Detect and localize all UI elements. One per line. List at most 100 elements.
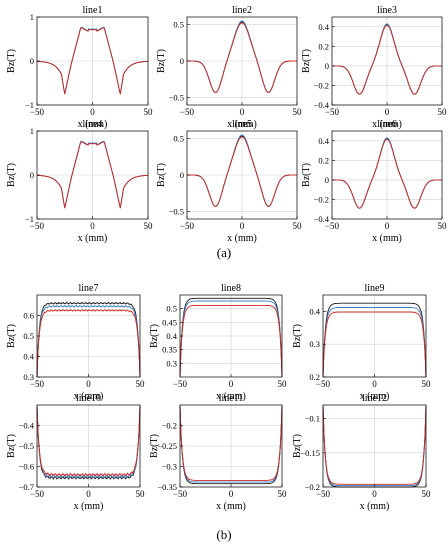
series-line-3 [179,304,283,378]
y-tick-label: −0.4 [19,421,35,431]
series-line-3 [36,404,141,477]
chart-title: line3 [377,5,397,16]
y-tick-label: −1 [25,214,34,224]
x-tick-label: −50 [325,107,340,117]
x-tick-label: −50 [30,489,45,499]
caption-b: (b) [216,527,232,542]
chart-line3: −50 0 50 −0.4 −0.2 0 0.2 0.4 line3 x (mm) Bz(T) [301,5,447,130]
chart-line7: −50 0 50 0.3 0.4 0.5 0.6 line7 x (mm) Bz(T) [6,283,145,402]
x-tick-label: 0 [229,379,234,389]
x-tick-label: −50 [173,489,188,499]
y-axis-label: Bz(T) [6,434,17,458]
x-axis-label: x (mm) [78,233,108,244]
chart-line9: −50 0 50 0.2 0.3 0.4 line9 x (mm) Bz(T) [292,283,431,402]
y-tick-label: −0.5 [169,93,184,103]
x-tick-label: 50 [438,107,448,117]
y-tick-label: 0.35 [162,345,177,355]
y-tick-label: 0.2 [318,41,329,51]
y-tick-label: 0.3 [166,358,177,368]
y-tick-label: 0.3 [309,339,320,349]
x-tick-label: −50 [325,221,340,231]
y-axis-label: Bz(T) [149,434,160,458]
y-tick-label: −0.4 [314,214,330,224]
x-tick-label: 50 [422,489,432,499]
x-tick-label: 0 [240,107,245,117]
x-tick-label: 0 [90,221,95,231]
y-tick-label: 0.5 [23,331,34,341]
x-tick-label: 50 [144,221,154,231]
x-tick-label: 0 [90,107,95,117]
y-tick-label: −0.7 [19,482,34,492]
series-line-2 [36,304,141,378]
y-tick-label: 0.6 [23,311,34,321]
x-tick-label: −50 [30,221,45,231]
chart-title: line9 [365,283,385,294]
x-axis-label: x (mm) [216,391,246,402]
y-tick-label: −0.6 [19,462,34,472]
x-tick-label: −50 [316,489,331,499]
y-axis-label: Bz(T) [301,49,312,73]
x-tick-label: −50 [316,379,331,389]
series-line-2 [179,404,283,483]
chart-title: line12 [362,393,387,404]
y-axis-label: Bz(T) [156,49,167,73]
y-tick-label: 0.3 [23,372,34,382]
y-axis-label: Bz(T) [6,324,17,348]
x-tick-label: 0 [385,221,390,231]
chart-line1: −50 0 50 −1 0 1 line1 x (mm) Bz(T) [6,5,153,130]
x-tick-label: 0 [240,221,245,231]
x-tick-label: −50 [30,379,45,389]
chart-title: line4 [83,119,103,130]
chart-title: line1 [83,5,103,16]
x-axis-label: x (mm) [74,501,104,512]
y-tick-label: 0.5 [173,133,184,143]
chart-title: line6 [377,119,397,130]
y-tick-label: −0.2 [314,80,329,90]
y-tick-label: −0.2 [314,194,329,204]
y-tick-label: 0 [30,56,34,66]
x-axis-label: x (mm) [360,501,390,512]
chart-title: line5 [232,119,252,130]
series-line-3 [187,136,297,207]
chart-title: line2 [232,5,252,16]
x-tick-label: 50 [278,379,288,389]
x-axis-label: x (mm) [360,391,390,402]
series-line-3 [36,308,141,378]
chart-title: line8 [221,283,241,294]
y-tick-label: 1 [30,126,34,136]
y-tick-label: −0.5 [19,441,34,451]
y-tick-label: 0.4 [318,136,329,146]
x-tick-label: 0 [86,379,91,389]
y-tick-label: 0 [325,175,329,185]
x-tick-label: 50 [144,107,154,117]
y-tick-label: 0 [30,170,34,180]
x-axis-label: x (mm) [227,119,257,130]
x-axis-label: x (mm) [372,233,402,244]
y-tick-label: 0.5 [166,304,177,314]
x-tick-label: 50 [278,489,288,499]
chart-line8: −50 0 50 0.3 0.35 0.4 0.45 0.5 line8 x (mm) Bz(T) [149,283,287,402]
series-line-1 [179,404,283,485]
y-tick-label: 0.4 [23,352,34,362]
y-tick-label: 0.45 [162,317,177,327]
series-line-3 [332,138,442,209]
y-tick-label: 0.4 [318,22,329,32]
x-axis-label: x (mm) [227,233,257,244]
y-tick-label: 0 [180,56,184,66]
y-tick-label: −0.35 [157,482,177,492]
x-tick-label: −50 [30,107,45,117]
series-line-1 [179,297,283,378]
x-tick-label: −50 [180,107,195,117]
series-line-1 [36,301,141,378]
y-tick-label: 1 [30,12,34,22]
y-axis-label: Bz(T) [149,324,160,348]
y-tick-label: 0 [325,61,329,71]
x-axis-label: x (mm) [216,501,246,512]
y-tick-label: −0.5 [169,207,184,217]
